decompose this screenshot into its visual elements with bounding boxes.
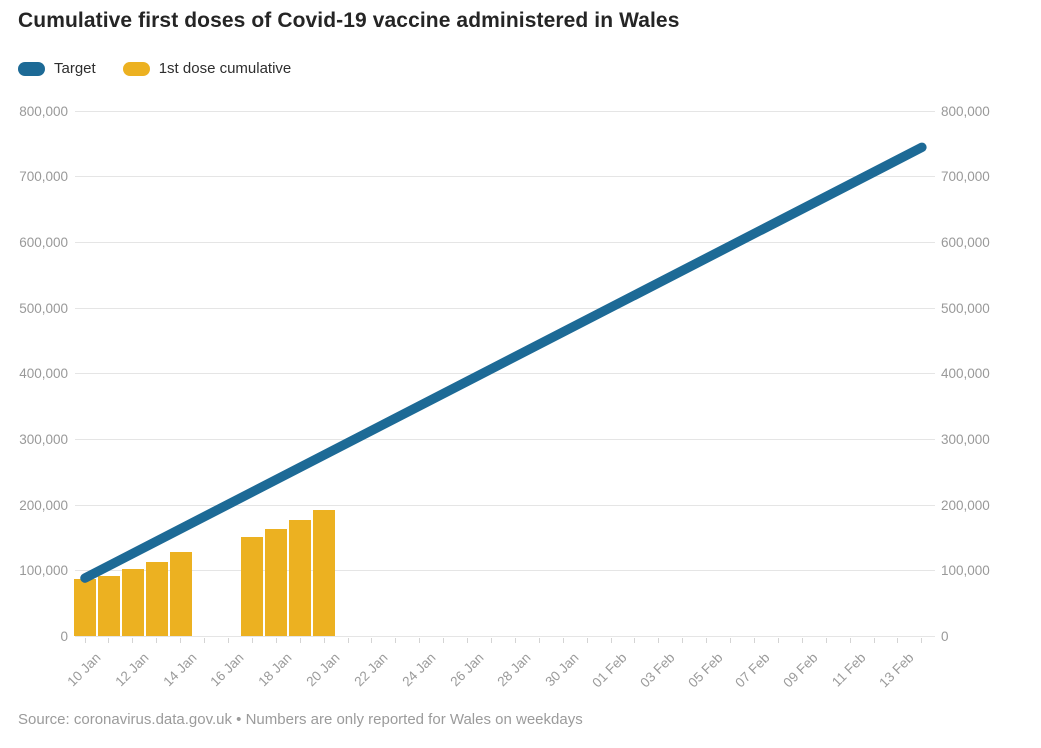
- 1st-dose-bar[interactable]: [289, 520, 312, 637]
- y-axis-label-left: 300,000: [19, 432, 68, 448]
- x-axis-tick: [204, 637, 206, 643]
- x-axis-tick: [706, 637, 708, 643]
- x-axis-tick: [825, 637, 827, 643]
- y-gridline: [75, 570, 935, 572]
- 1st-dose-bar[interactable]: [241, 536, 264, 637]
- x-axis-tick: [156, 637, 158, 643]
- y-axis-label-right: 200,000: [941, 497, 990, 513]
- y-axis-label-left: 500,000: [19, 300, 68, 316]
- y-gridline: [75, 110, 935, 112]
- target-line[interactable]: [80, 142, 927, 583]
- x-axis-tick: [873, 637, 875, 643]
- y-axis-label-right: 500,000: [941, 300, 990, 316]
- y-axis-label-right: 800,000: [941, 103, 990, 119]
- x-axis-tick: [395, 637, 397, 643]
- y-axis-label-right: 400,000: [941, 366, 990, 382]
- x-axis-tick: [801, 637, 803, 643]
- x-axis-tick: [299, 637, 301, 643]
- y-axis-label-left: 100,000: [19, 563, 68, 579]
- y-axis-label-left: 600,000: [19, 235, 68, 251]
- x-axis-tick: [227, 637, 229, 643]
- x-axis-tick: [538, 637, 540, 643]
- x-axis-tick: [682, 637, 684, 643]
- x-axis-tick: [921, 637, 923, 643]
- source-note: Source: coronavirus.data.gov.uk • Number…: [18, 711, 583, 728]
- y-axis-label-right: 300,000: [941, 432, 990, 448]
- 1st-dose-bar[interactable]: [313, 510, 335, 637]
- x-axis-tick: [251, 637, 253, 643]
- x-axis-tick: [467, 637, 469, 643]
- x-axis-tick: [849, 637, 851, 643]
- y-axis-label-left: 0: [60, 629, 68, 644]
- x-axis-tick: [371, 637, 373, 643]
- y-axis-label-right: 600,000: [941, 235, 990, 251]
- y-axis-label-left: 400,000: [19, 366, 68, 382]
- legend: Target 1st dose cumulative: [18, 60, 291, 77]
- x-axis-tick: [753, 637, 755, 643]
- y-gridline: [75, 242, 935, 244]
- y-gridline: [75, 176, 935, 178]
- chart-title: Cumulative first doses of Covid-19 vacci…: [18, 9, 680, 32]
- target-swatch-icon: [18, 61, 45, 76]
- 1st-dose-bar[interactable]: [121, 568, 144, 637]
- x-axis-tick: [275, 637, 277, 643]
- y-axis-label-right: 0: [941, 629, 949, 644]
- legend-label-1st-dose: 1st dose cumulative: [158, 60, 292, 77]
- x-axis-tick: [634, 637, 636, 643]
- x-axis-tick: [562, 637, 564, 643]
- y-gridline: [75, 439, 935, 441]
- x-axis-tick: [132, 637, 134, 643]
- first-dose-swatch-icon: [122, 61, 150, 76]
- y-axis-label-right: 100,000: [941, 563, 990, 579]
- y-gridline: [75, 373, 935, 375]
- legend-label-target: Target: [54, 60, 96, 77]
- y-gridline: [75, 504, 935, 506]
- 1st-dose-bar[interactable]: [145, 561, 168, 637]
- y-axis-label-left: 800,000: [19, 103, 68, 119]
- 1st-dose-bar[interactable]: [169, 552, 192, 637]
- y-gridline: [75, 307, 935, 309]
- 1st-dose-bar[interactable]: [265, 529, 288, 637]
- y-axis-label-right: 700,000: [941, 169, 990, 185]
- x-axis-tick: [897, 637, 899, 643]
- x-axis-tick: [490, 637, 492, 643]
- 1st-dose-bar[interactable]: [98, 576, 120, 637]
- x-axis-tick: [323, 637, 325, 643]
- 1st-dose-bar[interactable]: [74, 579, 96, 637]
- x-axis-tick: [610, 637, 612, 643]
- x-axis-tick: [514, 637, 516, 643]
- x-axis-tick: [180, 637, 182, 643]
- x-axis-tick: [730, 637, 732, 643]
- x-axis-tick: [84, 637, 86, 643]
- x-axis-tick: [658, 637, 660, 643]
- x-axis-tick: [419, 637, 421, 643]
- legend-item-1st-dose[interactable]: 1st dose cumulative: [122, 60, 292, 77]
- y-axis-label-left: 700,000: [19, 169, 68, 185]
- x-axis-tick: [347, 637, 349, 643]
- y-axis-label-left: 200,000: [19, 497, 68, 513]
- x-axis-tick: [443, 637, 445, 643]
- x-axis-tick: [108, 637, 110, 643]
- legend-item-target[interactable]: Target: [18, 60, 96, 77]
- y-gridline: [75, 636, 935, 637]
- x-axis-tick: [586, 637, 588, 643]
- x-axis-tick: [777, 637, 779, 643]
